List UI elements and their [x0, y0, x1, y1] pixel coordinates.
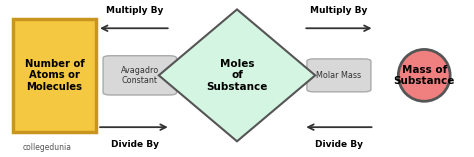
- Ellipse shape: [398, 49, 450, 101]
- Polygon shape: [159, 9, 315, 141]
- Text: Multiply By: Multiply By: [310, 6, 368, 16]
- FancyBboxPatch shape: [307, 59, 371, 92]
- FancyBboxPatch shape: [13, 19, 96, 132]
- Text: Multiply By: Multiply By: [106, 6, 164, 16]
- Text: Avagadro
Constant: Avagadro Constant: [121, 66, 159, 85]
- Text: Divide By: Divide By: [111, 140, 159, 149]
- Text: Moles
of
Substance: Moles of Substance: [206, 59, 268, 92]
- Text: Mass of
Substance: Mass of Substance: [393, 65, 455, 86]
- Text: Molar Mass: Molar Mass: [316, 71, 362, 80]
- Text: Divide By: Divide By: [315, 140, 363, 149]
- FancyBboxPatch shape: [103, 56, 176, 95]
- Text: collegedunia: collegedunia: [23, 143, 72, 152]
- Text: Number of
Atoms or
Molecules: Number of Atoms or Molecules: [25, 59, 84, 92]
